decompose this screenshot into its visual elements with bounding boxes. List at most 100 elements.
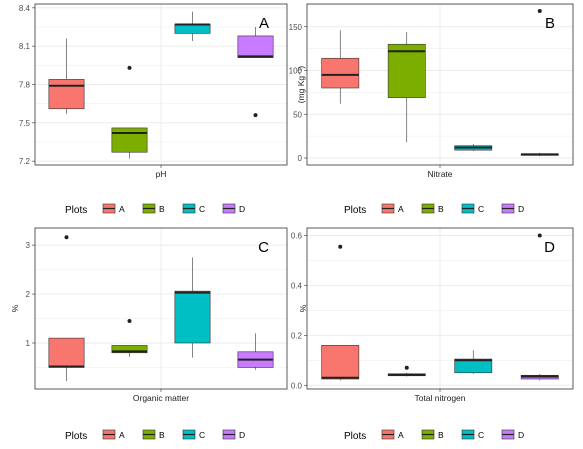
box-b (387, 32, 426, 143)
box-b (111, 65, 148, 159)
box-body (48, 337, 85, 368)
legend: Plots A B C D (344, 429, 524, 442)
legend-label: B (159, 430, 165, 440)
legend-label: D (518, 430, 524, 440)
box-d (520, 9, 559, 157)
y-tick-label: 7.5 (19, 119, 31, 128)
box-body (454, 358, 493, 374)
legend-item-a: A (381, 203, 404, 214)
legend-item-d: D (222, 203, 245, 214)
box-body (48, 79, 85, 110)
x-axis-label: pH (156, 169, 167, 179)
y-tick-label: 0.4 (291, 281, 303, 290)
box-c (174, 11, 211, 42)
x-axis-label: Organic matter (133, 393, 189, 403)
outlier-point (64, 235, 69, 240)
panel-letter: B (545, 15, 555, 32)
box-b (111, 318, 148, 357)
box-body (174, 24, 211, 34)
legend-label: D (239, 430, 245, 440)
y-tick-label: 7.8 (19, 81, 31, 90)
outlier-point (253, 113, 258, 118)
y-tick-label: 0.2 (291, 331, 303, 340)
y-tick-label: 100 (289, 67, 303, 76)
outlier-point (404, 365, 409, 370)
box-c (454, 144, 493, 151)
box-d (520, 233, 559, 381)
panel-letter: D (544, 239, 555, 256)
legend: Plots A B C D (65, 429, 245, 442)
legend-item-d: D (222, 429, 245, 440)
legend-item-a: A (102, 203, 125, 214)
outlier-point (127, 65, 132, 70)
legend-label: D (518, 204, 524, 214)
legend-item-b: B (421, 429, 444, 440)
y-axis-label: % (10, 304, 20, 312)
legend-label: C (199, 430, 205, 440)
box-a (321, 30, 360, 104)
legend: Plots A B C D (65, 203, 245, 216)
legend-item-c: C (182, 429, 205, 440)
panel-c: 1 2 3 Organic matter% C Plots A B C D (10, 227, 288, 442)
box-c (174, 257, 211, 358)
outlier-point (127, 318, 132, 323)
legend-item-c: C (461, 429, 484, 440)
legend-item-b: B (142, 203, 165, 214)
box-body (387, 43, 426, 98)
legend-label: A (119, 430, 125, 440)
box-body (174, 290, 211, 344)
y-tick-label: 2 (26, 290, 31, 299)
legend-label: B (438, 430, 444, 440)
box-d (237, 333, 274, 370)
legend-item-c: C (461, 203, 484, 214)
legend-label: A (119, 204, 125, 214)
outlier-point (537, 233, 542, 238)
box-a (48, 235, 85, 382)
legend-label: A (398, 430, 404, 440)
legend-label: B (438, 204, 444, 214)
legend-title: Plots (344, 431, 366, 442)
box-a (321, 244, 360, 381)
box-d (237, 27, 274, 118)
legend-label: A (398, 204, 404, 214)
legend: Plots A B C D (344, 203, 524, 216)
box-body (237, 35, 274, 58)
outlier-point (537, 9, 542, 13)
box-body (111, 127, 148, 153)
legend-label: B (159, 204, 165, 214)
y-tick-label: 0.0 (291, 381, 303, 390)
panel-a: 7.2 7.5 7.8 8.1 8.4 pH A Plots A B C D (19, 3, 288, 216)
legend-item-a: A (102, 429, 125, 440)
y-tick-label: 7.2 (19, 157, 31, 166)
panel-d: 0.0 0.2 0.4 0.6 Total nitrogen% D Plots A B C D (291, 227, 574, 442)
box-body (321, 345, 360, 380)
y-axis-label: (mg Kg⁻¹) (296, 66, 306, 104)
y-tick-label: 0 (298, 154, 303, 163)
y-tick-label: 50 (293, 110, 302, 119)
legend-title: Plots (65, 431, 87, 442)
panel-b: 0 50 100 150 Nitrate (mg Kg⁻¹) B Plots A B C D (289, 3, 574, 216)
legend-label: C (478, 204, 484, 214)
y-tick-label: 1 (26, 339, 31, 348)
legend-item-c: C (182, 203, 205, 214)
box-body (321, 57, 360, 89)
x-axis-label: Nitrate (427, 169, 452, 179)
x-axis-label: Total nitrogen (414, 393, 465, 403)
legend-title: Plots (344, 205, 366, 216)
y-tick-label: 150 (289, 23, 303, 32)
y-axis-label: % (298, 304, 308, 312)
box-c (454, 350, 493, 375)
legend-item-b: B (421, 203, 444, 214)
legend-label: C (478, 430, 484, 440)
legend-item-d: D (501, 203, 524, 214)
legend-title: Plots (65, 205, 87, 216)
legend-label: C (199, 204, 205, 214)
legend-item-a: A (381, 429, 404, 440)
panel-letter: A (259, 15, 269, 32)
box-b (387, 365, 426, 377)
legend-item-d: D (501, 429, 524, 440)
legend-item-b: B (142, 429, 165, 440)
y-tick-label: 0.6 (291, 231, 303, 240)
panel-letter: C (258, 239, 269, 256)
